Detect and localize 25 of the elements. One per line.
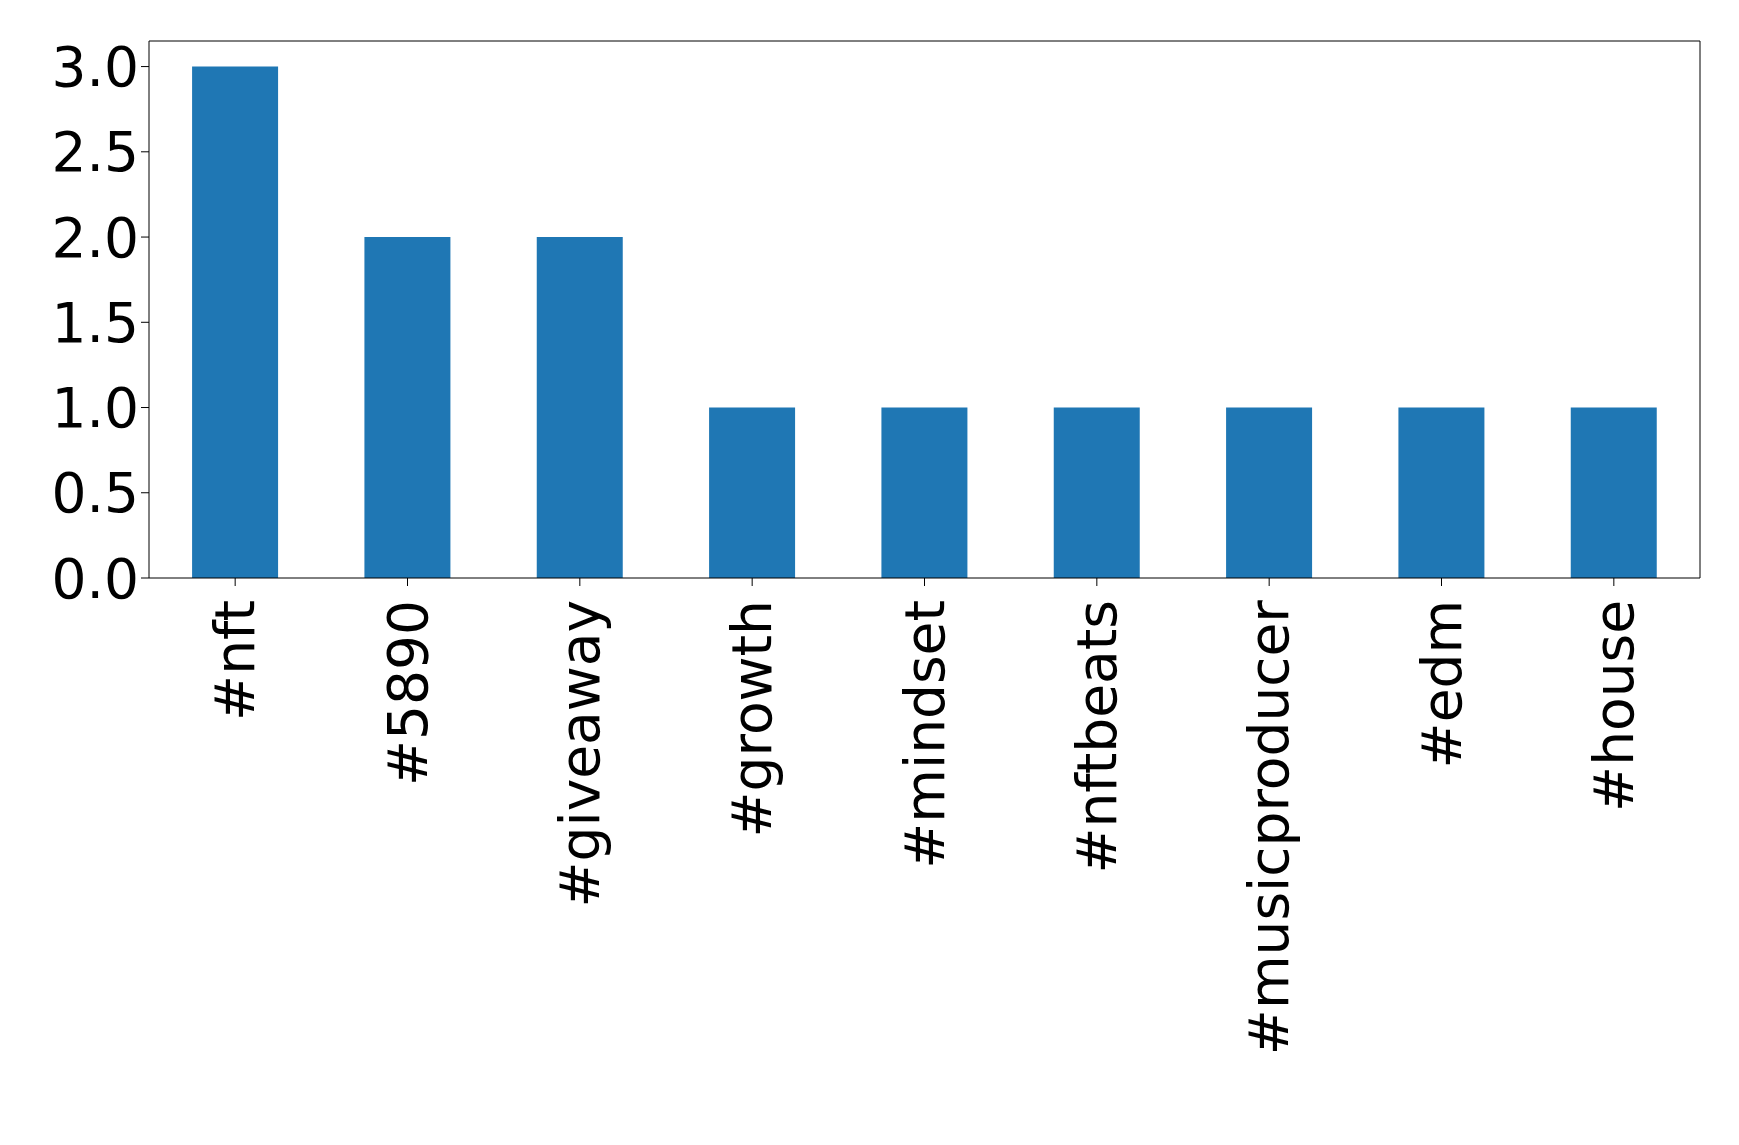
x-tick-label: #nftbeats xyxy=(1064,600,1129,874)
y-tick-label: 2.0 xyxy=(51,205,139,270)
y-tick-label: 0.5 xyxy=(51,461,139,526)
bar xyxy=(709,407,796,578)
y-tick-label: 0.0 xyxy=(51,546,139,611)
x-tick-label: #mindset xyxy=(892,600,957,869)
x-tick-label: #nft xyxy=(203,600,268,721)
x-tick-label: #giveaway xyxy=(547,600,612,908)
bar xyxy=(536,237,623,578)
y-tick-label: 1.0 xyxy=(51,376,139,441)
bar xyxy=(1226,407,1313,578)
x-tick-label: #5890 xyxy=(375,600,440,787)
x-tick-label: #growth xyxy=(720,600,785,838)
bar xyxy=(1398,407,1485,578)
bar xyxy=(1053,407,1140,578)
y-tick-label: 2.5 xyxy=(51,120,139,185)
y-tick-label: 3.0 xyxy=(51,35,139,100)
bar xyxy=(881,407,968,578)
bar xyxy=(192,66,279,578)
bar xyxy=(1570,407,1657,578)
x-tick-label: #musicproducer xyxy=(1237,599,1302,1056)
y-tick-label: 1.5 xyxy=(51,290,139,355)
bar xyxy=(364,237,451,578)
x-tick-label: #edm xyxy=(1409,600,1474,769)
x-tick-label: #house xyxy=(1581,600,1646,812)
